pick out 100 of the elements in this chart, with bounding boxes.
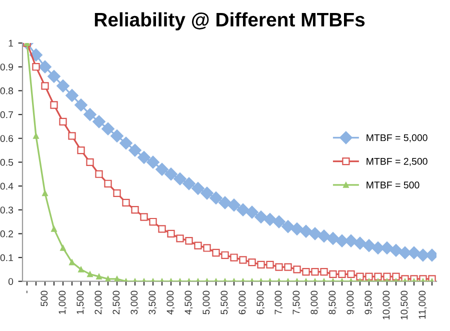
point (42, 190, 48, 196)
x-tick-label: 11,000 (418, 290, 427, 319)
point (200, 186, 214, 200)
x-tick-label: 10,000 (382, 290, 391, 320)
x-tick-label: 9,000 (346, 290, 355, 314)
x-tick-label: 1,500 (76, 290, 85, 314)
point (356, 272, 364, 280)
point (392, 272, 400, 280)
point (275, 263, 283, 271)
point (338, 270, 346, 278)
x-tick-label: 8,000 (310, 290, 319, 314)
point (212, 248, 220, 257)
point (246, 206, 258, 219)
point (50, 101, 58, 109)
legend-label: MTBF = 5,000 (366, 134, 428, 142)
point (416, 248, 430, 262)
point (185, 237, 193, 245)
point (320, 268, 328, 276)
point (87, 271, 93, 278)
point (48, 70, 60, 83)
point (194, 242, 202, 250)
point (272, 215, 286, 228)
point (290, 222, 304, 236)
point (239, 256, 247, 264)
point (68, 132, 76, 140)
point (74, 98, 88, 112)
point (236, 203, 250, 216)
x-tick-label: 7,500 (292, 290, 301, 314)
point (38, 60, 52, 74)
point (167, 230, 175, 238)
point (146, 156, 160, 169)
point (149, 218, 157, 226)
point (362, 239, 376, 252)
point (254, 210, 268, 224)
point (156, 162, 168, 176)
point (329, 270, 337, 278)
point (282, 220, 294, 233)
point (128, 144, 142, 157)
point (390, 244, 402, 257)
point (120, 136, 132, 150)
point (347, 270, 355, 278)
point (113, 189, 121, 197)
point (336, 234, 348, 248)
x-tick-label: 3,000 (130, 290, 139, 314)
point (164, 168, 178, 181)
legend-label: MTBF = 500 (366, 182, 420, 188)
y-tick-label: 0.7 (0, 111, 13, 118)
point (302, 268, 310, 276)
point (86, 158, 94, 166)
x-tick-label: 2,500 (112, 290, 121, 314)
point (182, 177, 196, 190)
x-tick-label: 4,000 (166, 290, 175, 314)
point (176, 234, 184, 242)
x-tick-label: 5,500 (220, 290, 229, 314)
x-tick-label: 8,500 (328, 290, 337, 314)
point (383, 272, 391, 280)
x-tick-label: 3,500 (148, 290, 157, 314)
y-tick-label: 0.1 (0, 254, 13, 262)
point (122, 198, 130, 207)
legend-label: MTBF = 2,500 (366, 158, 428, 166)
point (138, 150, 150, 164)
point (56, 79, 70, 92)
point (66, 89, 78, 102)
x-tick-label: 10,500 (400, 290, 409, 320)
point (95, 170, 103, 178)
y-tick-label: 0.3 (0, 206, 14, 214)
point (318, 230, 330, 243)
point (221, 251, 229, 259)
point (174, 172, 186, 186)
y-tick-label: 0.8 (0, 87, 14, 94)
point (365, 272, 373, 280)
point (300, 224, 312, 238)
y-tick-label: 0 (8, 278, 14, 285)
point (131, 206, 139, 214)
chart-title: Reliability @ Different MTBFs (94, 12, 365, 30)
y-tick-label: 0.4 (0, 182, 14, 190)
x-tick-label: 2,000 (94, 290, 103, 314)
y-tick-label: 0.6 (0, 135, 14, 142)
point (84, 108, 96, 121)
point (30, 48, 42, 62)
point (41, 82, 49, 90)
x-tick-label: 4,500 (184, 290, 193, 314)
point (266, 260, 274, 268)
point (77, 146, 85, 154)
point (192, 182, 204, 195)
point (32, 63, 40, 71)
point (92, 115, 106, 128)
point (374, 272, 382, 280)
point (257, 260, 265, 268)
point (60, 245, 66, 251)
point (311, 268, 319, 276)
x-tick-label: 500 (40, 290, 48, 306)
x-tick-label: 6,500 (256, 290, 265, 314)
x-tick-label: 7,000 (274, 290, 283, 314)
point (51, 226, 57, 232)
x-tick-label: 6,000 (238, 290, 247, 314)
point (210, 191, 222, 204)
y-tick-label: 1 (8, 40, 13, 47)
x-tick-label: - (26, 290, 28, 294)
point (104, 180, 112, 188)
